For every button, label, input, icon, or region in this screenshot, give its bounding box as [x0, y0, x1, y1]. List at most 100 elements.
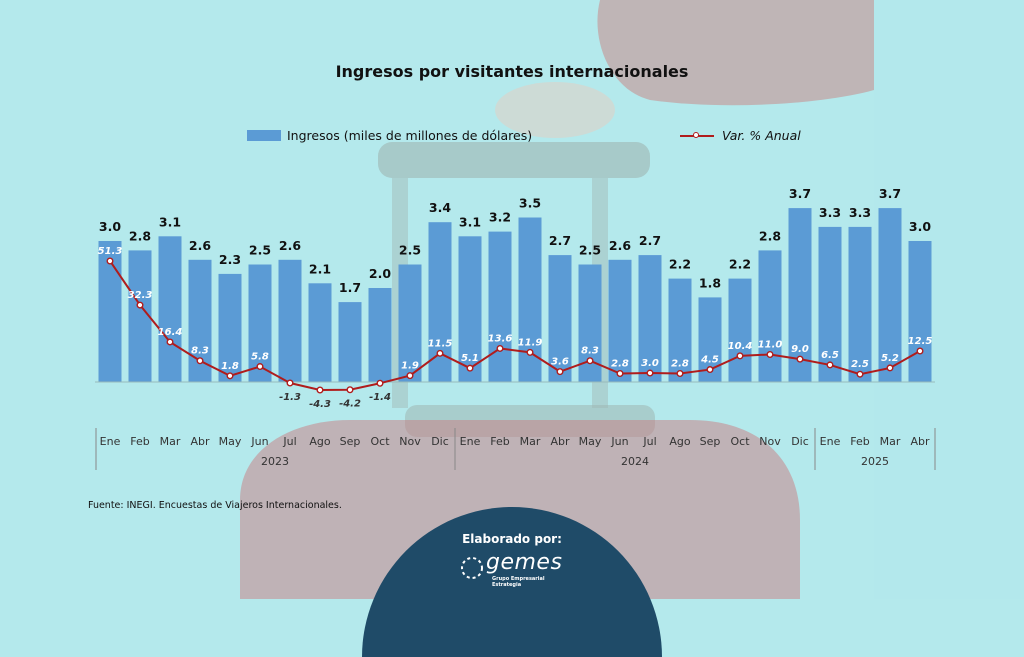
bar-value-label: 2.6 — [189, 238, 211, 253]
line-point — [256, 363, 264, 371]
bar — [488, 231, 512, 382]
bar-value-label: 3.1 — [459, 214, 481, 229]
line-point — [796, 355, 804, 363]
line-point — [586, 357, 594, 365]
x-tick-label: Feb — [130, 435, 149, 448]
bar-value-label: 2.2 — [669, 257, 691, 272]
x-tick-label: Ene — [820, 435, 841, 448]
bar-value-label: 2.3 — [219, 252, 241, 267]
gemes-logo: gemes Grupo Empresarial Estrategia — [458, 550, 568, 588]
bar — [338, 302, 362, 382]
line-value-label: -4.2 — [339, 399, 361, 410]
bar — [758, 250, 782, 382]
line-value-label: 2.8 — [671, 359, 689, 370]
bar — [248, 264, 272, 382]
line-point — [706, 366, 714, 374]
bar — [458, 236, 482, 382]
legend-bar-swatch — [247, 130, 281, 141]
bar-value-label: 2.8 — [129, 228, 151, 243]
line-point — [286, 379, 294, 387]
line-value-label: -1.4 — [369, 392, 391, 403]
legend-line: Var. % Anual — [680, 128, 801, 143]
line-point — [166, 338, 174, 346]
x-tick-label: Jun — [610, 435, 628, 448]
line-value-label: 51.3 — [98, 246, 123, 257]
x-tick-label: Abr — [910, 435, 930, 448]
line-value-label: 2.5 — [851, 359, 869, 370]
bar-value-label: 2.0 — [369, 266, 391, 281]
bar-value-label: 3.3 — [819, 205, 841, 220]
x-tick-label: Jun — [250, 435, 268, 448]
bar-value-label: 2.2 — [729, 257, 751, 272]
legend-bars: Ingresos (miles de millones de dólares) — [247, 128, 532, 143]
bar — [158, 236, 182, 382]
line-point — [736, 352, 744, 360]
var-anual-line — [109, 260, 921, 391]
line-point — [916, 347, 924, 355]
line-value-label: 13.6 — [488, 333, 513, 344]
bar-value-label: 2.6 — [609, 238, 631, 253]
line-value-label: 4.5 — [700, 355, 719, 366]
bar — [98, 241, 122, 382]
bar-value-label: 2.5 — [399, 243, 421, 258]
line-point — [376, 379, 384, 387]
line-value-label: 1.8 — [221, 361, 239, 372]
x-tick-label: Ene — [460, 435, 481, 448]
x-tick-label: Sep — [340, 435, 361, 448]
bar — [698, 297, 722, 382]
line-value-label: 5.8 — [251, 352, 269, 363]
line-layer — [106, 257, 924, 394]
line-point — [826, 361, 834, 369]
line-point — [856, 370, 864, 378]
line-value-label: 11.9 — [518, 337, 543, 348]
bar-value-label: 1.7 — [339, 280, 361, 295]
line-point — [406, 372, 414, 380]
bar — [548, 255, 572, 382]
x-tick-label: Dic — [431, 435, 449, 448]
legend-bars-label: Ingresos (miles de millones de dólares) — [287, 128, 533, 143]
x-tick-label: Oct — [730, 435, 750, 448]
bar-value-label: 2.5 — [579, 243, 601, 258]
x-tick-label: May — [219, 435, 242, 448]
line-point — [346, 386, 354, 394]
line-value-label: 10.4 — [728, 341, 753, 352]
bar-value-label: 2.1 — [309, 261, 331, 276]
x-tick-label: Feb — [850, 435, 869, 448]
bar — [128, 250, 152, 382]
bar-value-label: 2.6 — [279, 238, 301, 253]
bar — [848, 226, 872, 382]
bar — [218, 273, 242, 382]
bar-value-label: 3.1 — [159, 214, 181, 229]
bar-value-label: 2.5 — [249, 243, 271, 258]
line-value-label: 8.3 — [191, 346, 209, 357]
line-value-label: 32.3 — [128, 290, 153, 301]
bar — [308, 283, 332, 382]
labels-layer: 3.0 51.3 2.8 32.3 3.1 16.4 2.6 8.3 2.3 1.8 2.5 5.8 2… — [98, 186, 933, 410]
bar — [188, 259, 212, 382]
line-point — [676, 370, 684, 378]
bar — [518, 217, 542, 382]
x-tick-label: Dic — [791, 435, 809, 448]
year-label: 2024 — [621, 455, 649, 468]
line-point — [226, 372, 234, 380]
logo-name: gemes — [486, 550, 563, 575]
legend-line-swatch — [680, 130, 714, 142]
x-tick-label: Ene — [100, 435, 121, 448]
bar — [578, 264, 602, 382]
legend-line-label: Var. % Anual — [722, 128, 801, 143]
bar-value-label: 3.0 — [99, 219, 121, 234]
bar — [608, 259, 632, 382]
line-point — [106, 257, 114, 265]
line-value-label: -1.3 — [279, 392, 301, 403]
line-point — [436, 349, 444, 357]
bars-layer — [98, 208, 932, 382]
line-value-label: 11.0 — [758, 339, 783, 350]
x-tick-label: Mar — [160, 435, 181, 448]
bar-value-label: 3.0 — [909, 219, 931, 234]
bar — [398, 264, 422, 382]
x-tick-label: Nov — [399, 435, 421, 448]
line-point — [556, 368, 564, 376]
bar-value-label: 2.7 — [549, 233, 571, 248]
x-tick-label: Mar — [880, 435, 901, 448]
logo-tagline: Grupo Empresarial Estrategia — [492, 576, 545, 588]
